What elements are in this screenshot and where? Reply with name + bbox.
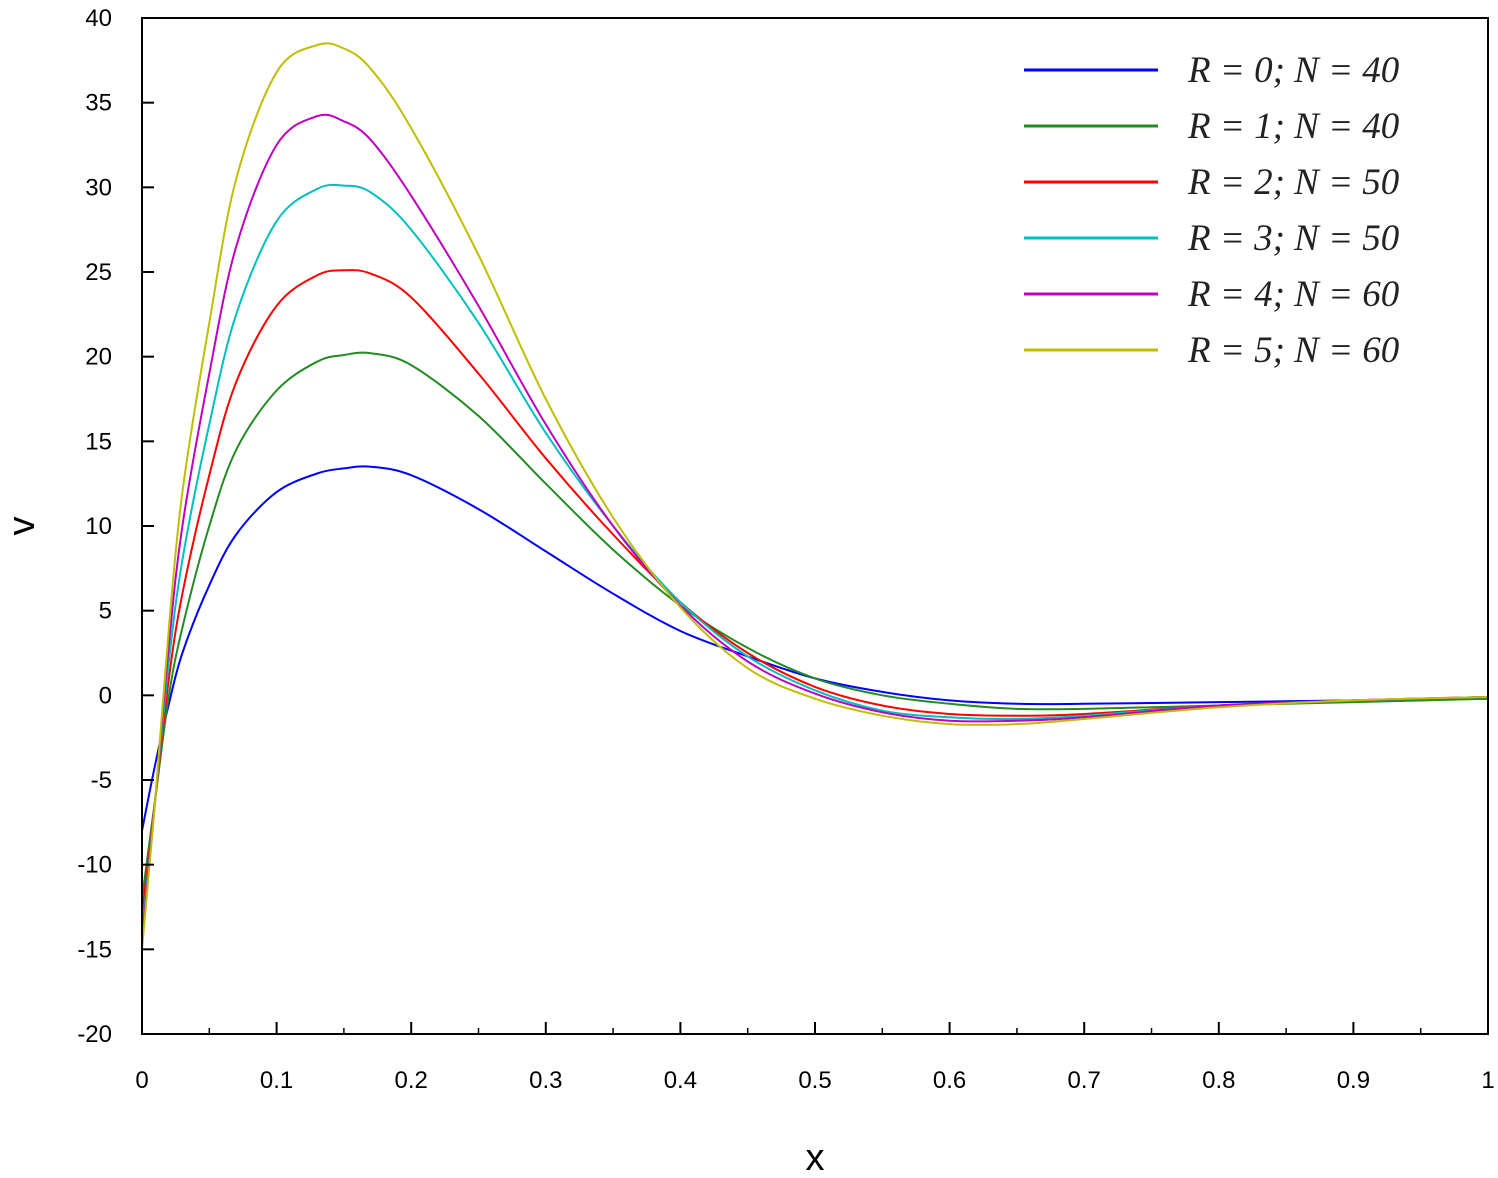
x-tick-label: 0.9 [1337,1067,1370,1094]
x-tick-label: 0.5 [798,1067,831,1094]
x-tick-label: 0.6 [933,1067,966,1094]
x-tick-label: 1 [1481,1067,1494,1094]
legend-label-0: R = 0; N = 40 [1187,50,1400,91]
legend-label-1: R = 1; N = 40 [1187,106,1400,147]
y-tick-label: 30 [85,174,112,201]
x-tick-label: 0.4 [664,1067,697,1094]
x-tick-label: 0.8 [1202,1067,1235,1094]
series-line-1 [141,351,1489,899]
y-tick-label: 40 [85,5,112,32]
y-tick-label: 25 [85,259,112,286]
series-line-2 [141,269,1489,916]
y-tick-label: 0 [99,682,112,709]
y-tick-label: 5 [99,598,112,625]
y-tick-label: -15 [77,936,112,963]
y-tick-label: -5 [91,767,112,794]
x-axis-ticks: 0 0.1 0.2 0.3 0.4 0.5 0.6 0.7 0.8 0.9 1 [135,1022,1495,1094]
legend-label-5: R = 5; N = 60 [1187,330,1400,371]
y-tick-label: -20 [77,1021,112,1048]
y-axis-title: v [1,517,43,536]
x-tick-label: 0.2 [395,1067,428,1094]
series-layer [141,42,1489,950]
y-tick-label: 35 [85,90,112,117]
series-line-0 [141,465,1489,831]
x-tick-label: 0.1 [260,1067,293,1094]
x-tick-label: 0.7 [1068,1067,1101,1094]
y-tick-label: 15 [85,428,112,455]
plot-area [142,18,1488,1034]
y-tick-label: -10 [77,852,112,879]
y-tick-label: 10 [85,513,112,540]
legend-label-4: R = 4; N = 60 [1187,274,1400,315]
series-line-5 [141,42,1489,950]
x-tick-label: 0.3 [529,1067,562,1094]
y-tick-label: 20 [85,344,112,371]
legend-label-3: R = 3; N = 50 [1187,218,1400,259]
x-axis-title: x [806,1137,825,1178]
series-line-4 [141,113,1489,941]
y-axis-ticks: 40 35 30 25 20 15 10 5 0 -5 -10 -15 -20 [77,5,154,1048]
legend-label-2: R = 2; N = 50 [1187,162,1400,203]
series-line-3 [141,183,1489,933]
legend: R = 0; N = 40 R = 1; N = 40 R = 2; N = 50 R… [1024,50,1400,371]
x-tick-label: 0 [135,1067,148,1094]
